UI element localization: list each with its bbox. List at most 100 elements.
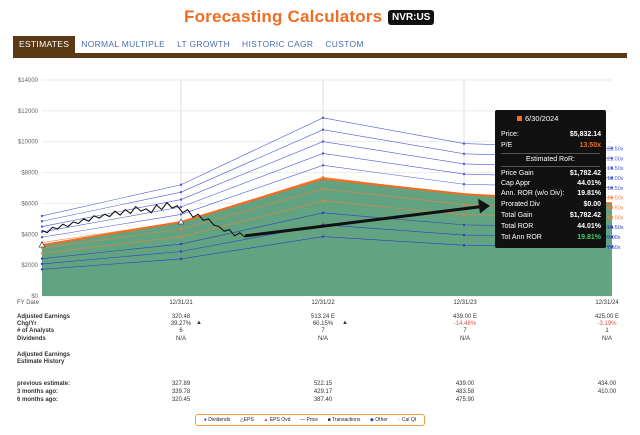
table-cell: N/A [459, 336, 470, 342]
multiple-point [462, 172, 466, 176]
table-cell: 425.00 E [594, 314, 620, 320]
tooltip-row-label: Ann. ROR (w/o Div): [501, 190, 565, 197]
legend-label: Other [375, 417, 388, 423]
tab-normal-multiple[interactable]: NORMAL MULTIPLE [81, 39, 166, 49]
multiple-point [462, 162, 466, 166]
multiple-point [610, 206, 614, 209]
multiple-point [462, 183, 466, 186]
multiple-label: 21.00x [607, 156, 624, 162]
multiple-point [610, 157, 614, 160]
tooltip-swatch [517, 116, 522, 121]
table-cell: 339.78 [171, 389, 191, 395]
tooltip-row-value: $1,782.42 [569, 170, 601, 177]
warning-icon: ▲ [196, 320, 202, 326]
legend-cal-qt[interactable]: ○ Cal Qt [397, 417, 417, 423]
title-bar: Forecasting Calculators NVR:US [0, 0, 640, 34]
tooltip-row-label: Price Gain [501, 170, 534, 177]
tooltip-row-value: 44.01% [577, 223, 601, 230]
table-cell: 39.27% [170, 321, 192, 327]
multiple-point [40, 268, 44, 271]
table-cell: 429.17 [313, 389, 333, 395]
multiple-point [40, 230, 44, 234]
table-cell: 320.48 [171, 314, 191, 320]
legend-other[interactable]: ◆ Other [370, 417, 388, 423]
multiple-point [610, 196, 614, 199]
tooltip-row: Ann. ROR (w/o Div): 19.81% [501, 190, 601, 199]
tooltip-row-label: Total Gain [501, 212, 533, 219]
history-title-2: Estimate History [17, 359, 65, 365]
table-cell: 439.00 [455, 381, 475, 387]
legend-label: Price [306, 417, 318, 423]
tab-custom[interactable]: CUSTOM [325, 39, 364, 49]
eps-marker [38, 241, 46, 248]
multiple-point [462, 203, 466, 206]
tooltip-row-value: 44.01% [577, 180, 601, 187]
multiple-point [179, 198, 183, 201]
legend-label: Cal Qt [401, 417, 417, 423]
multiple-point [462, 244, 466, 247]
multiple-point [321, 187, 325, 191]
multiple-point [321, 128, 325, 131]
multiple-point [179, 205, 183, 209]
table-cell: 60.15% [312, 321, 334, 327]
multiple-point [40, 262, 44, 266]
price-line [41, 201, 246, 238]
tooltip-row: Tot Ann ROR 19.81% [501, 234, 601, 243]
tab-historic-cagr[interactable]: HISTORIC CAGR [242, 39, 314, 49]
history-title-1: Adjusted Earnings [17, 352, 71, 358]
tab-estimates[interactable]: ESTIMATES [13, 36, 76, 54]
table-cell: 483.58 [455, 389, 475, 395]
multiple-label: 13.50x [607, 205, 624, 211]
multiple-label: 7.50x [607, 245, 621, 251]
y-tick-label: $12000 [18, 109, 39, 115]
legend-eps[interactable]: △EPS [239, 417, 254, 423]
multiple-point [40, 252, 44, 255]
tooltip-row-label: Total ROR [501, 223, 534, 230]
multiple-point [179, 183, 183, 186]
multiple-point [40, 225, 44, 228]
multiple-label: 16.50x [607, 186, 624, 192]
multiple-point [321, 164, 325, 167]
table-cell: N/A [317, 336, 328, 342]
table-cell: 475.90 [455, 397, 475, 403]
dividends-label: Dividends [17, 336, 46, 342]
table-cell: 439.00 E [452, 314, 478, 320]
tooltip-row-label: Tot Ann ROR [501, 234, 542, 241]
tooltip-price-value: $5,832.14 [569, 131, 601, 138]
multiple-point [610, 147, 614, 150]
multiple-label: 19.50x [607, 166, 624, 172]
y-tick-label: $10000 [18, 140, 39, 146]
multiple-label: 10.50x [607, 225, 624, 231]
forecast-chart[interactable]: $0 $2000 $4000 $6000 $8000 $10000 $12000 $14000… [0, 74, 640, 314]
multiple-point [610, 225, 614, 229]
legend-label: Transactions [331, 417, 361, 423]
tooltip-row: Total ROR 44.01% [501, 223, 601, 232]
tooltip-row-value: $0.00 [583, 201, 601, 208]
multiple-label: 9.00x [607, 235, 621, 241]
table-cell: -14.46% [453, 321, 477, 327]
tooltip-separator [501, 166, 600, 167]
legend-label: Dividends [208, 417, 231, 423]
legend-transactions[interactable]: ■ Transactions [327, 417, 361, 423]
tooltip-row: Cap Appr 44.01% [501, 180, 601, 189]
legend-price[interactable]: — Price [300, 417, 318, 423]
legend-dividends[interactable]: ● Dividends [203, 417, 231, 423]
table-cell: 327.89 [171, 381, 191, 387]
chart-tooltip: 6/30/2024 Price: $5,832.14 P/E 13.50x Es… [495, 110, 606, 248]
multiple-point [462, 213, 466, 216]
multiple-point [610, 186, 614, 190]
multiple-point [321, 152, 325, 155]
legend-eps-ovd[interactable]: ▲ EPS Ovd [263, 417, 291, 423]
tooltip-row-value: $1,782.42 [569, 212, 601, 219]
adjusted-earnings-label: Adjusted Earnings [17, 314, 71, 320]
tooltip-pe-value: 13.50x [579, 142, 601, 149]
y-tick-label: $4000 [21, 232, 38, 238]
table-cell: N/A [175, 336, 186, 342]
y-tick-label: $8000 [21, 171, 38, 177]
chart-svg[interactable]: $0 $2000 $4000 $6000 $8000 $10000 $12000 $14000… [0, 74, 640, 314]
table-cell: -3.19% [597, 321, 617, 327]
tooltip-row-label: Prorated Div [501, 201, 540, 208]
tab-lt-growth[interactable]: LT GROWTH [177, 39, 231, 49]
forecast-arrow-head [478, 198, 490, 214]
tooltip-row: Price Gain $1,782.42 [501, 170, 601, 179]
